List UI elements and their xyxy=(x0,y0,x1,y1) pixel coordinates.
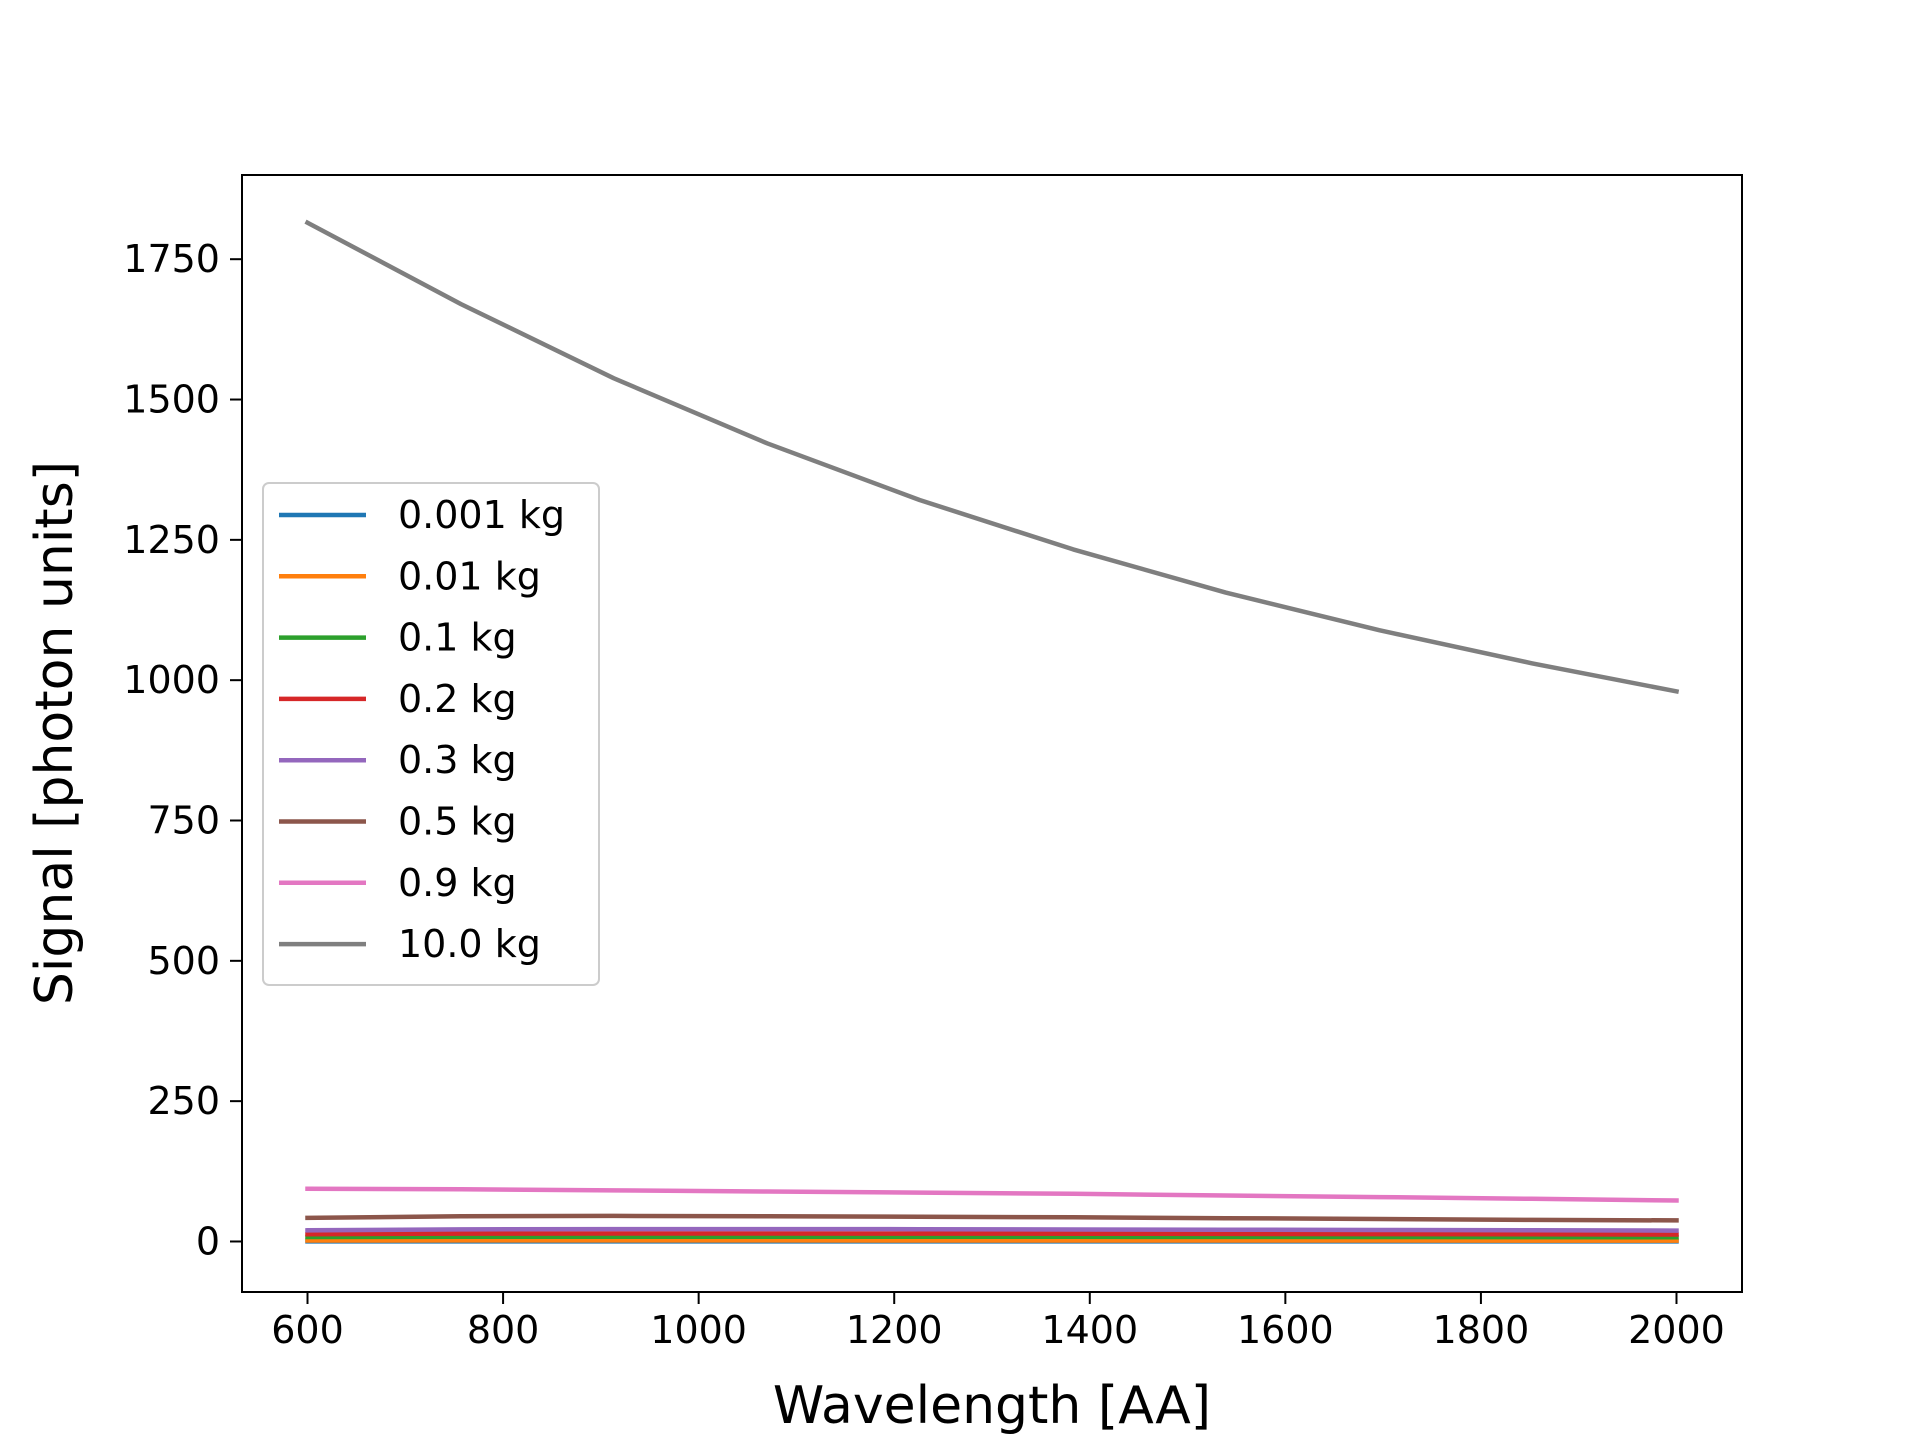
y-axis-ticks: 0 250 500 750 1000 1250 1500 1750 xyxy=(123,237,242,1263)
y-tick-label: 0 xyxy=(196,1219,220,1263)
x-tick-label: 1000 xyxy=(650,1308,747,1352)
legend: 0.001 kg 0.01 kg 0.1 kg 0.2 kg 0.3 kg 0.5 kg 0… xyxy=(262,482,600,986)
y-tick-label: 1750 xyxy=(123,237,220,281)
legend-label-1: 0.01 kg xyxy=(398,554,541,598)
x-tick-label: 2000 xyxy=(1628,1308,1725,1352)
y-tick-label: 500 xyxy=(147,939,220,983)
legend-label-7: 10.0 kg xyxy=(398,922,541,966)
y-tick-label: 1000 xyxy=(123,658,220,702)
legend-label-5: 0.5 kg xyxy=(398,800,517,844)
y-tick-label: 250 xyxy=(147,1079,220,1123)
x-tick-label: 800 xyxy=(467,1308,540,1352)
x-axis-label: Wavelength [AA] xyxy=(773,1376,1211,1436)
plot-frame xyxy=(241,174,1743,1293)
y-tick-label: 1500 xyxy=(123,378,220,422)
x-tick-label: 600 xyxy=(271,1308,344,1352)
legend-label-2: 0.1 kg xyxy=(398,616,517,660)
legend-label-3: 0.2 kg xyxy=(398,677,517,721)
y-axis-label: Signal [photon units] xyxy=(25,461,85,1005)
y-tick-label: 750 xyxy=(147,799,220,843)
x-axis-ticks: 600 800 1000 1200 1400 1600 1800 2000 xyxy=(271,1292,1725,1352)
series-line-4 xyxy=(305,1226,1679,1233)
x-tick-label: 1800 xyxy=(1433,1308,1530,1352)
series-line-2 xyxy=(305,1234,1679,1240)
series-line-3 xyxy=(305,1231,1679,1237)
legend-label-6: 0.9 kg xyxy=(398,861,517,905)
x-tick-label: 1400 xyxy=(1041,1308,1138,1352)
series-line-5 xyxy=(305,1213,1679,1223)
legend-label-4: 0.3 kg xyxy=(398,738,517,782)
legend-box xyxy=(262,482,600,986)
series-lines xyxy=(304,219,1680,1244)
x-tick-label: 1600 xyxy=(1237,1308,1334,1352)
legend-label-0: 0.001 kg xyxy=(398,493,565,537)
series-line-7 xyxy=(304,219,1680,695)
x-tick-label: 1200 xyxy=(846,1308,943,1352)
y-tick-label: 1250 xyxy=(123,518,220,562)
series-line-6 xyxy=(305,1186,1679,1203)
